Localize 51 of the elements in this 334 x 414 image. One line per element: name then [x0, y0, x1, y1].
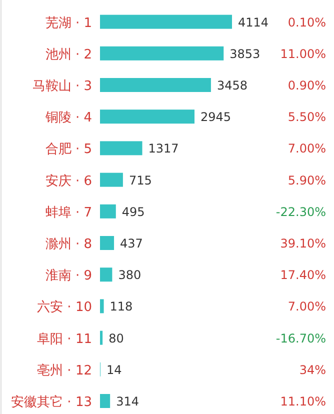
data-label: 2945 — [200, 110, 232, 124]
text: 5.90% — [288, 173, 326, 188]
y-tick-label: 池州 · 2 — [45, 47, 92, 62]
y-tick-label: 阜阳 · 11 — [37, 332, 92, 347]
data-label: 80 — [108, 331, 124, 346]
text: 39.10% — [280, 236, 326, 250]
bar — [100, 110, 194, 124]
data-label: 14 — [106, 362, 122, 377]
data-label: 314 — [116, 394, 139, 408]
y-tick-label: 滁州 · 8 — [45, 237, 92, 252]
text: 11.00% — [280, 46, 326, 61]
bar — [100, 268, 112, 282]
y-tick-label: 六安 · 10 — [37, 299, 92, 316]
y-tick-label: 蚌埠 · 7 — [45, 205, 92, 220]
text: 0.90% — [288, 78, 326, 92]
y-tick-label: 安徽其它 · 13 — [11, 394, 92, 410]
text: 7.00% — [288, 142, 326, 156]
text: 17.40% — [280, 268, 326, 282]
bar — [100, 14, 232, 29]
data-label: 715 — [128, 173, 152, 188]
text: 34% — [299, 362, 326, 377]
y-tick-label: 合肥 · 5 — [45, 142, 92, 158]
text: 7.00% — [288, 300, 326, 314]
bar — [100, 172, 123, 187]
y-tick-label: 亳州 · 12 — [37, 362, 92, 378]
y-tick-label: 芜湖 · 1 — [45, 16, 92, 31]
text: 11.10% — [280, 394, 326, 408]
bar — [100, 236, 114, 250]
bar — [100, 204, 116, 218]
text: 5.50% — [288, 110, 326, 124]
text: -22.30% — [276, 204, 326, 219]
data-label: 118 — [110, 300, 133, 314]
bar — [100, 394, 110, 408]
data-label: 495 — [122, 204, 145, 219]
bar — [100, 46, 224, 60]
bar — [100, 141, 142, 156]
bar — [100, 330, 103, 345]
text: -16.70% — [276, 331, 326, 346]
text: 0.10% — [288, 15, 326, 30]
y-tick-label: 马鞍山 · 3 — [32, 79, 92, 94]
data-label: 437 — [120, 236, 143, 250]
y-tick-label: 安庆 · 6 — [45, 172, 92, 189]
bar — [100, 299, 104, 314]
data-label: 3853 — [230, 46, 260, 61]
data-label: 380 — [118, 268, 142, 282]
data-label: 3458 — [216, 78, 248, 92]
data-label: 4114 — [238, 15, 269, 30]
data-label: 1317 — [148, 142, 179, 156]
y-tick-label: 铜陵 · 4 — [44, 110, 92, 126]
y-tick-label: 淮南 · 9 — [45, 268, 92, 284]
bar — [100, 78, 211, 92]
